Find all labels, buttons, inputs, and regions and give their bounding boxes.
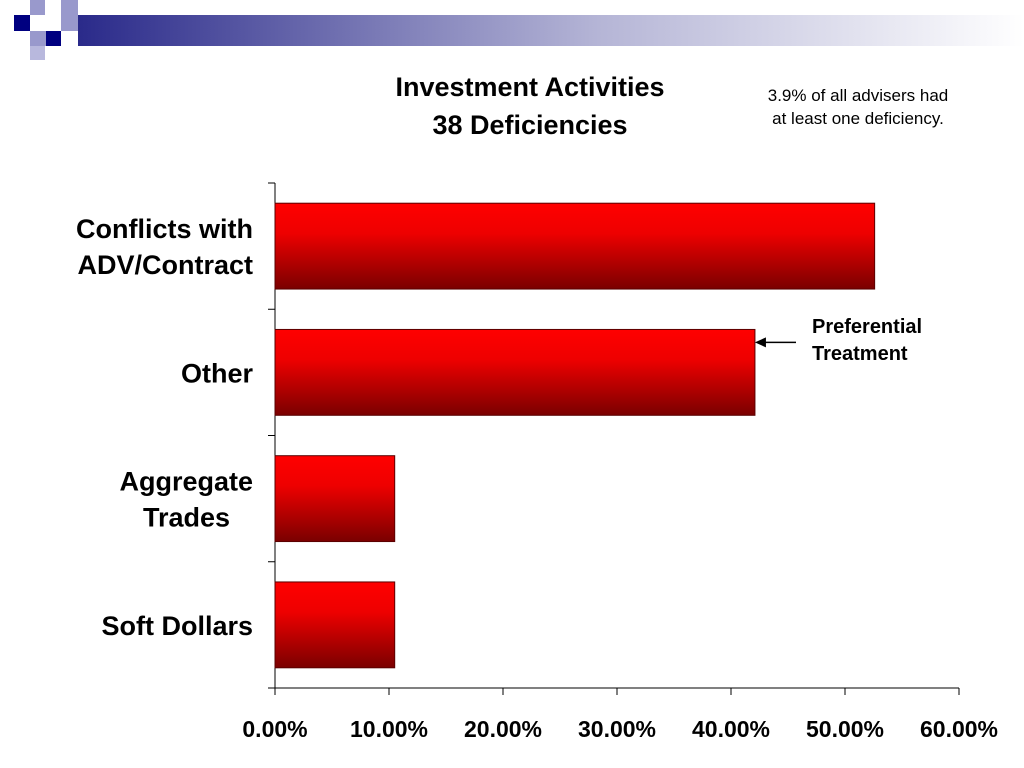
category-label-line: Other bbox=[181, 358, 254, 388]
bar bbox=[274, 455, 396, 543]
bar bbox=[274, 202, 876, 290]
category-label-line: Conflicts with bbox=[76, 214, 253, 244]
chart-note: 3.9% of all advisers had at least one de… bbox=[740, 84, 976, 130]
bar bbox=[274, 328, 756, 416]
category-label: Conflicts with ADV/Contract bbox=[76, 214, 253, 280]
chart-title: Investment Activities 38 Deficiencies bbox=[330, 68, 730, 144]
category-label: Other bbox=[181, 358, 254, 388]
category-label-line: ADV/Contract bbox=[77, 250, 253, 280]
category-label: Soft Dollars bbox=[101, 611, 253, 641]
chart-note-line-1: 3.9% of all advisers had bbox=[767, 86, 949, 105]
category-label-line: Trades bbox=[143, 503, 230, 533]
bar bbox=[274, 581, 396, 669]
x-tick-label: 40.00% bbox=[692, 716, 770, 742]
category-label-line: Soft Dollars bbox=[101, 611, 253, 641]
annotation-label: Preferential Treatment bbox=[812, 314, 922, 368]
x-tick-label: 20.00% bbox=[464, 716, 542, 742]
x-tick-label: 60.00% bbox=[920, 716, 998, 742]
header-decoration bbox=[14, 0, 1024, 60]
annotation-line-2: Treatment bbox=[812, 343, 908, 365]
chart-note-line-2: at least one deficiency. bbox=[772, 109, 944, 128]
annotation-line-1: Preferential bbox=[812, 316, 923, 338]
annotation-arrow-head bbox=[754, 337, 766, 348]
header-squares bbox=[14, 0, 78, 60]
x-tick-label: 50.00% bbox=[806, 716, 884, 742]
category-label-line: Aggregate bbox=[119, 467, 253, 497]
chart-title-line-2: 38 Deficiencies bbox=[432, 110, 628, 140]
header-gradient-band bbox=[78, 15, 1024, 46]
x-tick-label: 10.00% bbox=[350, 716, 428, 742]
chart-title-line-1: Investment Activities bbox=[395, 72, 665, 102]
category-label: Aggregate Trades bbox=[119, 467, 253, 533]
x-tick-label: 30.00% bbox=[578, 716, 656, 742]
x-tick-label: 0.00% bbox=[242, 716, 307, 742]
